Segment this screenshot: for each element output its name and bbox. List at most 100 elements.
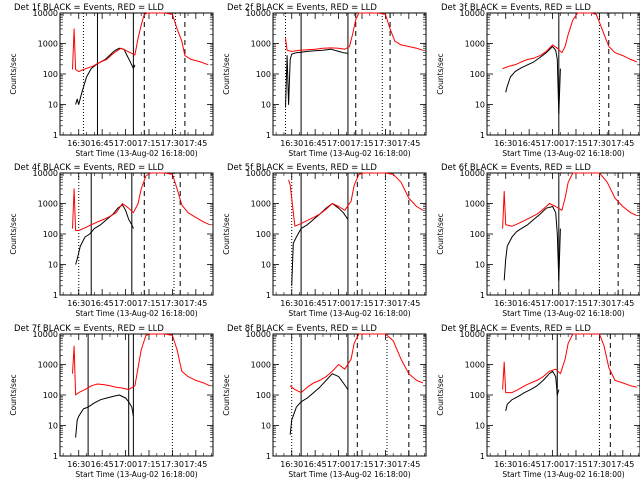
y-tick-label: 1 [53,291,58,300]
y-tick-label: 100 [470,230,485,239]
x-tick-label: 16:30 [67,460,90,469]
y-axis-label: Counts/sec [9,213,18,254]
y-axis-label: Counts/sec [9,374,18,415]
y-tick-label: 1 [53,131,58,140]
x-tick-label: 17:30 [161,299,184,308]
y-axis-label: Counts/sec [9,53,18,94]
y-tick-label: 1000 [465,40,485,49]
panel-title: Det 6f BLACK = Events, RED = LLD [441,163,591,173]
panel-9f: Det 9f BLACK = Events, RED = LLD 1 10 100 10… [436,324,640,479]
series-lld-line [288,172,424,227]
y-tick-label: 10000 [33,9,58,18]
x-tick-label: 16:30 [494,460,517,469]
x-tick-label: 16:30 [67,299,90,308]
series-events-line [285,48,348,108]
y-tick-label: 1000 [38,361,58,370]
y-tick-label: 10000 [246,169,271,178]
series-events-line [291,203,349,286]
x-tick-label: 17:45 [184,460,207,469]
x-axis-label: Start Time (13-Aug-02 16:18:00) [288,470,410,479]
x-tick-label: 16:30 [494,299,517,308]
x-tick-label: 16:30 [280,299,303,308]
x-axis-label: Start Time (13-Aug-02 16:18:00) [288,149,410,158]
y-tick-label: 100 [43,391,58,400]
x-tick-label: 17:30 [374,460,397,469]
plot-frame [486,172,640,296]
x-tick-label: 17:45 [397,139,420,148]
x-tick-label: 17:15 [137,139,160,148]
series-lld-line [285,12,424,52]
x-tick-label: 17:15 [564,139,587,148]
y-tick-label: 10 [261,422,271,431]
series-lld-line [502,333,638,394]
y-tick-label: 1 [480,131,485,140]
x-tick-label: 17:30 [161,139,184,148]
y-tick-label: 10000 [460,9,485,18]
x-tick-label: 17:00 [327,139,350,148]
x-tick-label: 17:00 [114,139,137,148]
panel-5f: Det 5f BLACK = Events, RED = LLD 1 10 100 10… [222,163,427,318]
y-tick-label: 1 [266,291,271,300]
series-events-line [503,206,561,281]
x-tick-label: 17:45 [397,299,420,308]
plot-frame [59,172,214,296]
x-tick-label: 17:15 [350,299,373,308]
y-tick-label: 1 [266,452,271,461]
y-axis-label: Counts/sec [436,213,445,254]
y-tick-label: 1 [480,452,485,461]
panel-title: Det 4f BLACK = Events, RED = LLD [14,163,164,173]
x-tick-label: 17:15 [564,299,587,308]
y-tick-label: 1000 [38,200,58,209]
series-lld-line [72,172,211,231]
x-tick-label: 17:15 [137,460,160,469]
x-tick-label: 17:15 [137,299,160,308]
y-tick-label: 10 [261,101,271,110]
x-tick-label: 16:30 [280,139,303,148]
x-tick-label: 17:45 [184,139,207,148]
x-axis-label: Start Time (13-Aug-02 16:18:00) [75,309,197,318]
x-tick-label: 17:30 [588,460,611,469]
x-tick-label: 17:30 [161,460,184,469]
x-tick-label: 17:30 [374,299,397,308]
x-tick-label: 16:30 [280,460,303,469]
x-tick-label: 17:00 [541,460,564,469]
x-tick-label: 17:45 [611,139,634,148]
x-tick-label: 17:30 [588,299,611,308]
y-tick-label: 1 [266,131,271,140]
series-events-line [505,370,560,412]
x-tick-label: 17:00 [327,460,350,469]
x-tick-label: 16:30 [494,139,517,148]
x-tick-label: 16:45 [518,460,541,469]
panel-7f: Det 7f BLACK = Events, RED = LLD 1 10 100 10… [9,324,214,479]
panel-6f: Det 6f BLACK = Events, RED = LLD 1 10 100 10… [436,163,640,318]
y-tick-label: 1000 [465,200,485,209]
x-tick-label: 17:00 [114,460,137,469]
series-events-line [289,373,349,435]
y-axis-label: Counts/sec [436,53,445,94]
x-tick-label: 16:30 [67,139,90,148]
y-tick-label: 100 [470,70,485,79]
plot-frame [59,333,214,457]
x-tick-label: 16:45 [304,460,327,469]
y-tick-label: 100 [43,70,58,79]
plot-frame [272,12,427,136]
x-axis-label: Start Time (13-Aug-02 16:18:00) [502,470,624,479]
x-tick-label: 17:00 [327,299,350,308]
y-tick-label: 1 [480,291,485,300]
y-tick-label: 10 [261,261,271,270]
panel-title: Det 9f BLACK = Events, RED = LLD [441,324,591,334]
panel-title: Det 2f BLACK = Events, RED = LLD [227,3,377,13]
x-tick-label: 16:45 [518,299,541,308]
y-tick-label: 10 [48,261,58,270]
series-lld-line [72,12,209,73]
y-axis-label: Counts/sec [222,374,231,415]
x-tick-label: 17:15 [350,460,373,469]
x-tick-label: 17:00 [541,139,564,148]
y-tick-label: 10 [475,101,485,110]
plot-frame [272,333,427,457]
y-tick-label: 1000 [251,361,271,370]
panel-title: Det 1f BLACK = Events, RED = LLD [14,3,164,13]
x-tick-label: 16:45 [91,460,114,469]
x-tick-label: 17:45 [397,460,420,469]
